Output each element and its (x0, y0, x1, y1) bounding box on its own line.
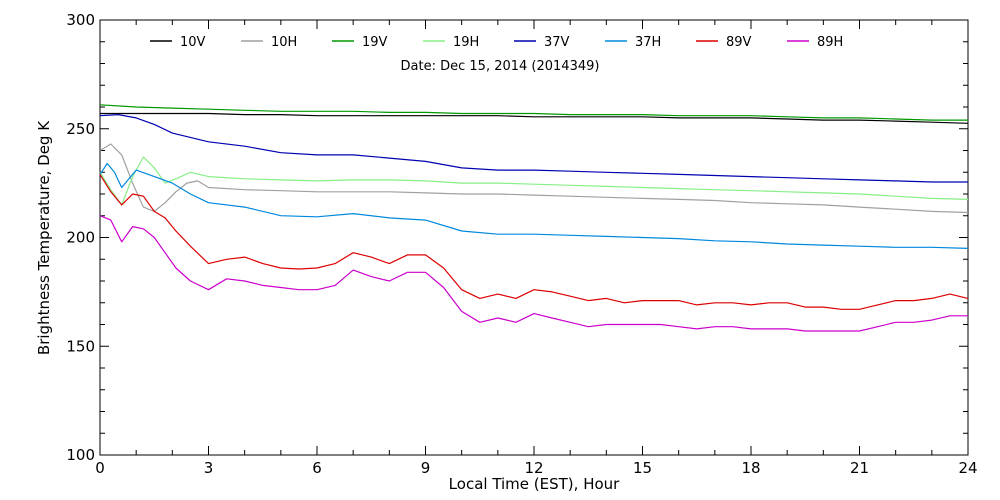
x-tick-label: 3 (204, 459, 214, 477)
x-tick-label: 12 (524, 459, 543, 477)
x-axis-ticks: 0 3 6 9 12 15 18 21 24 (95, 20, 978, 477)
y-tick-label: 200 (66, 229, 95, 247)
legend-label: 37H (635, 35, 661, 50)
x-tick-label: 0 (95, 459, 105, 477)
series-line-37h (99, 162, 969, 249)
x-tick-label: 18 (741, 459, 760, 477)
x-tick-label: 24 (958, 459, 977, 477)
series-line-89v (99, 174, 969, 310)
legend-label: 37V (544, 35, 570, 50)
x-axis-title: Local Time (EST), Hour (449, 475, 620, 493)
legend-label: 89V (726, 35, 752, 50)
legend-label: 89H (817, 35, 843, 50)
series-line-10v (100, 112, 969, 124)
series-line-10h (99, 143, 969, 214)
y-axis-ticks: 100 150 200 250 300 (66, 11, 968, 464)
series-line-19h (99, 156, 969, 206)
y-tick-label: 100 (66, 446, 95, 464)
legend-label: 10H (271, 35, 297, 50)
series-line-89h (99, 215, 968, 332)
series-line-19v (99, 104, 968, 121)
x-tick-label: 21 (850, 459, 869, 477)
y-axis-title: Brightness Temperature, Deg K (35, 120, 53, 355)
y-tick-label: 300 (66, 11, 95, 29)
y-tick-label: 150 (66, 337, 95, 355)
y-tick-label: 250 (66, 120, 95, 138)
series-line-37v (99, 113, 968, 183)
legend-label: 10V (180, 35, 206, 50)
x-tick-label: 9 (421, 459, 431, 477)
legend-label: 19H (453, 35, 479, 50)
x-tick-label: 15 (633, 459, 652, 477)
plot-frame (99, 19, 969, 456)
series-lines (99, 104, 969, 332)
legend-label: 19V (362, 35, 388, 50)
legend: 10V 10H 19V 19H 37V 37H 89V 89H (150, 35, 843, 50)
date-annotation: Date: Dec 15, 2014 (2014349) (401, 59, 600, 74)
x-tick-label: 6 (312, 459, 322, 477)
